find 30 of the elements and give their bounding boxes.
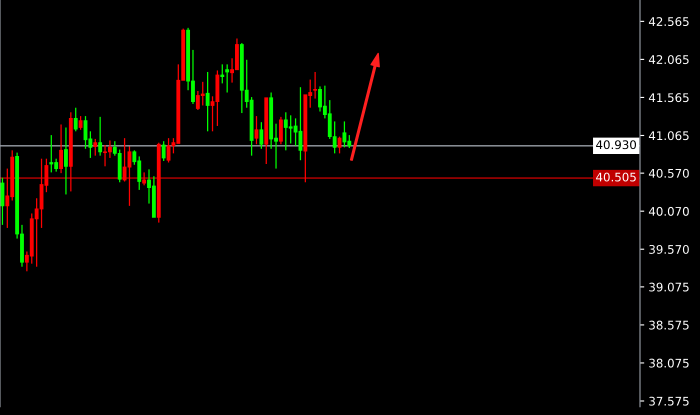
candlestick — [142, 172, 146, 186]
candlestick — [259, 122, 264, 150]
y-tick-label: 41.565 — [648, 93, 689, 102]
y-tick-label: 39.570 — [649, 244, 689, 254]
y-tick-label: 39.075 — [649, 282, 689, 292]
candlestick — [225, 64, 230, 94]
y-tick-label: 42.065 — [648, 55, 689, 64]
y-tick-label: 37.575 — [649, 396, 689, 406]
candlestick — [338, 136, 342, 154]
y-tick-label: 38.575 — [649, 320, 689, 330]
candlestick — [254, 115, 258, 145]
candlestick — [98, 116, 102, 156]
y-tick-label: 38.075 — [649, 358, 689, 368]
candlestick — [93, 138, 98, 156]
candlestick — [78, 115, 83, 130]
y-tick-label: 40.070 — [648, 206, 689, 216]
ref-line-label: 40.505 — [596, 172, 636, 182]
ref-line-label: 40.930 — [596, 140, 636, 150]
candlestick — [74, 107, 78, 132]
candlestick — [64, 126, 68, 196]
candlestick — [59, 124, 64, 174]
candlestick — [278, 116, 283, 145]
candlestick — [0, 177, 4, 226]
y-tick-label: 40.570 — [648, 168, 689, 178]
candlestick — [220, 64, 224, 84]
y-tick-label: 42.565 — [648, 17, 689, 26]
candlestick — [313, 71, 318, 100]
candlestick — [162, 140, 166, 162]
y-tick-label: 41.065 — [648, 131, 689, 140]
candlestick — [206, 71, 210, 132]
